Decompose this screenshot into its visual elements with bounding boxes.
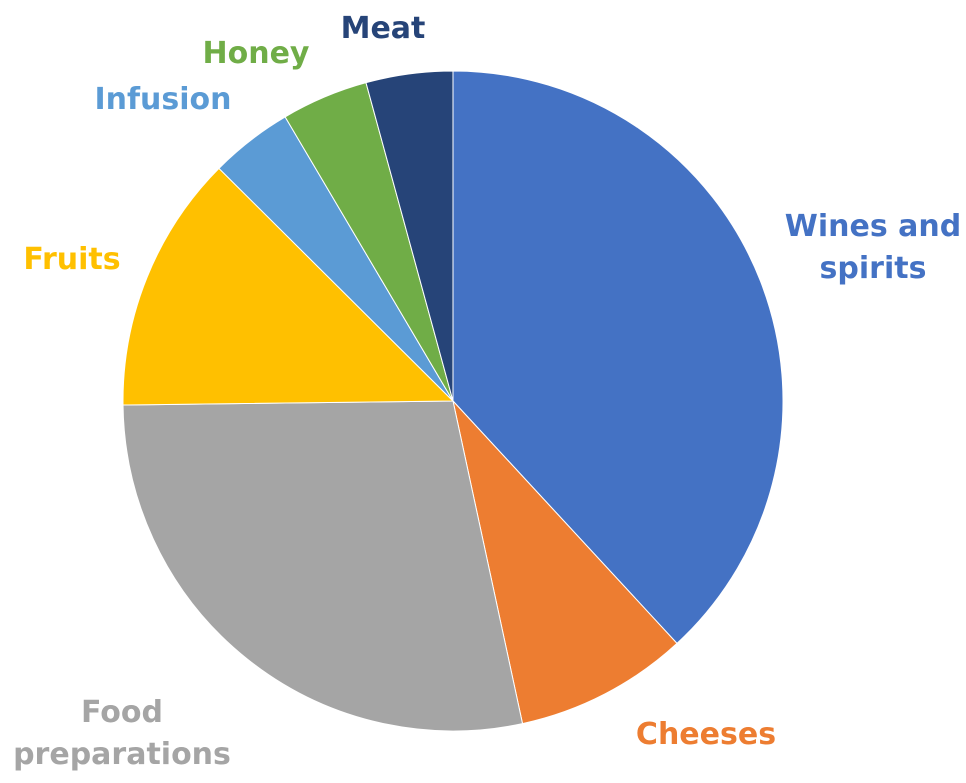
- pie-slices: [122, 70, 784, 732]
- pie-label-wines-and-spirits: Wines and spirits: [785, 209, 961, 286]
- pie-label-line: spirits: [820, 251, 927, 286]
- pie-slice-wines-and-spirits: [452, 70, 784, 645]
- pie-label-honey: Honey: [203, 36, 310, 71]
- pie-label-line: Fruits: [23, 242, 120, 277]
- pie-label-line: Food: [81, 695, 163, 730]
- pie-label-line: preparations: [13, 737, 231, 772]
- pie-label-fruits: Fruits: [23, 242, 120, 277]
- pie-label-line: Wines and: [785, 209, 961, 244]
- pie-slice-food-preparations: [122, 400, 524, 732]
- pie-label-cheeses: Cheeses: [636, 717, 776, 752]
- pie-slice-meat: [365, 70, 454, 402]
- pie-label-line: Honey: [203, 36, 310, 71]
- pie-label-meat: Meat: [341, 11, 426, 46]
- pie-slice-fruits: [122, 167, 455, 406]
- pie-label-line: Meat: [341, 11, 426, 46]
- pie-label-line: Infusion: [94, 82, 231, 117]
- pie-label-food-preparations: Food preparations: [13, 695, 231, 772]
- pie-slice-cheeses: [452, 399, 678, 725]
- pie-label-infusion: Infusion: [94, 82, 231, 117]
- pie-label-line: Cheeses: [636, 717, 776, 752]
